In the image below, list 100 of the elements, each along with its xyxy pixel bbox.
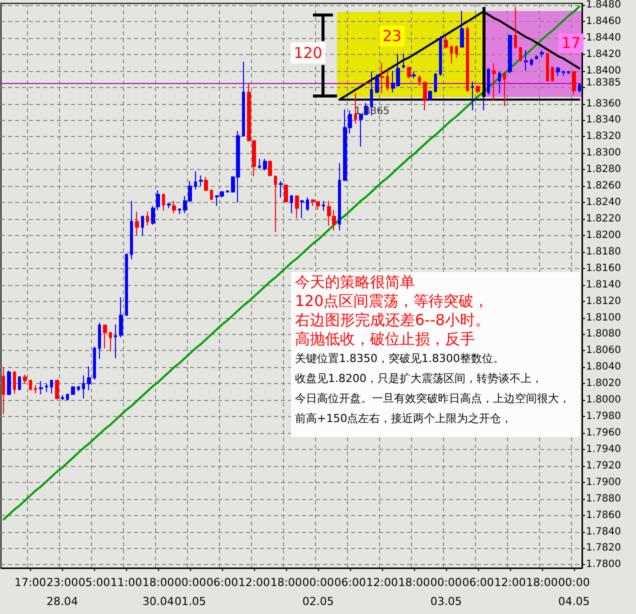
y-tick-label: 1.7880 [586, 493, 621, 504]
x-tick-label: 00:00 04.05 [558, 576, 590, 608]
x-tick-label: 23:00 28.04 [46, 576, 78, 608]
y-tick-label: 1.8020 [586, 378, 621, 390]
annotation: 高抛低收，破位止损，反手 [295, 330, 476, 349]
candlestick [551, 66, 554, 82]
candlestick [524, 50, 528, 72]
candlestick [2, 366, 5, 415]
candlestick [279, 180, 283, 198]
x-tick-label: 05:00 [78, 576, 110, 589]
y-tick-label: 1.8360 [586, 98, 621, 110]
candlestick [98, 322, 101, 360]
candlestick [375, 74, 379, 94]
candlestick [434, 72, 437, 93]
y-tick-label: 1.8460 [586, 16, 621, 27]
candlestick [572, 71, 576, 96]
x-tick-label: 00:00 03.05 [430, 576, 462, 608]
candlestick [455, 44, 458, 58]
x-tick-label: 12:00 [366, 576, 398, 589]
annotation: 今天的策略很简单 [295, 273, 416, 292]
y-tick-label: 1.8140 [586, 279, 621, 290]
candlestick [204, 176, 208, 192]
x-tick-label: 06:00 [462, 576, 494, 589]
candlestick [274, 176, 277, 233]
y-tick-label: 1.8200 [586, 230, 621, 241]
y-tick-label: 1.8040 [586, 362, 621, 373]
y-tick-label: 1.7820 [586, 542, 621, 554]
candlestick [82, 374, 85, 399]
annotation: 今日高位开盘。一旦有效突破昨日高点，上边空间很大，前高+150点左右，接近两个上限为之开仓， [295, 391, 571, 427]
x-tick-label: 06:00 [206, 576, 238, 589]
y-tick-label: 1.8100 [586, 312, 621, 324]
y-tick-label: 1.8320 [586, 131, 621, 142]
candlestick [562, 70, 565, 76]
candlestick [13, 370, 16, 394]
candlestick [151, 205, 155, 226]
candlestick [498, 71, 501, 94]
ref-line-label: 1.8385 [586, 78, 621, 89]
candlestick [423, 82, 427, 111]
x-tick-label: 18:00 [398, 576, 430, 589]
y-tick-label: 1.8300 [586, 148, 621, 159]
candlestick [487, 68, 490, 96]
x-tick-label: 06:00 [334, 576, 366, 589]
y-tick-label: 1.8000 [586, 394, 621, 406]
candlestick [290, 194, 293, 214]
candlestick [322, 200, 325, 212]
candlestick [418, 75, 421, 86]
annotation: 关键位置1.8350，突破见1.8300整数位。 [295, 351, 505, 367]
candlestick [141, 215, 144, 236]
candlestick [380, 62, 384, 94]
candlestick [61, 394, 64, 401]
annotation: 右边图形完成还差6--8小时。 [295, 311, 491, 330]
candlestick [50, 380, 53, 394]
candlestick [18, 376, 21, 391]
candlestick [306, 197, 309, 212]
annotation: 收盘见1.8200，只是扩大震荡区间，转势谈不上， [295, 371, 544, 387]
annotation: 120 [294, 44, 322, 62]
candlestick [226, 190, 229, 194]
candlestick [242, 61, 245, 136]
candlestick [77, 386, 80, 392]
candlestick [119, 296, 123, 338]
candlestick [199, 174, 203, 187]
y-tick-label: 1.8120 [586, 296, 621, 307]
candlestick [45, 383, 48, 392]
annotation: 120点区间震荡，等待突破， [295, 292, 490, 311]
candlestick [39, 380, 43, 395]
y-tick-label: 1.8280 [586, 164, 621, 176]
y-tick-label: 1.7860 [586, 510, 621, 521]
y-tick-label: 1.8420 [586, 48, 621, 60]
candlestick [476, 85, 480, 94]
candlestick [263, 158, 267, 171]
y-tick-label: 1.7900 [586, 476, 621, 488]
candlestick [578, 82, 581, 93]
candlestick [386, 68, 389, 92]
candlestick [162, 194, 165, 212]
y-tick-label: 1.8060 [586, 345, 621, 356]
candlestick [71, 386, 75, 395]
y-tick-label: 1.8260 [586, 180, 621, 192]
candlestick [295, 195, 299, 219]
candlestick [258, 158, 261, 170]
candlestick [172, 200, 176, 214]
candlestick [338, 162, 341, 232]
candlestick [546, 52, 549, 82]
x-tick-label: 18:00 30.04 [142, 576, 174, 608]
x-tick-label: 18:00 [270, 576, 302, 589]
candlestick [93, 346, 96, 380]
y-tick-label: 1.8440 [586, 32, 621, 44]
candlestick [354, 92, 357, 124]
candlestick [428, 90, 432, 101]
candlestick [109, 332, 112, 352]
candlestick [167, 202, 171, 209]
candlestick [530, 58, 533, 66]
y-tick-label: 1.7980 [586, 411, 621, 422]
candlestick [567, 71, 570, 75]
candlestick [156, 190, 160, 210]
candlestick [439, 36, 442, 76]
candlestick [412, 71, 416, 79]
candlestick [268, 160, 272, 177]
annotation: 23 [382, 27, 402, 45]
y-tick-label: 1.8160 [586, 262, 621, 274]
y-tick-label: 1.7800 [586, 559, 621, 570]
